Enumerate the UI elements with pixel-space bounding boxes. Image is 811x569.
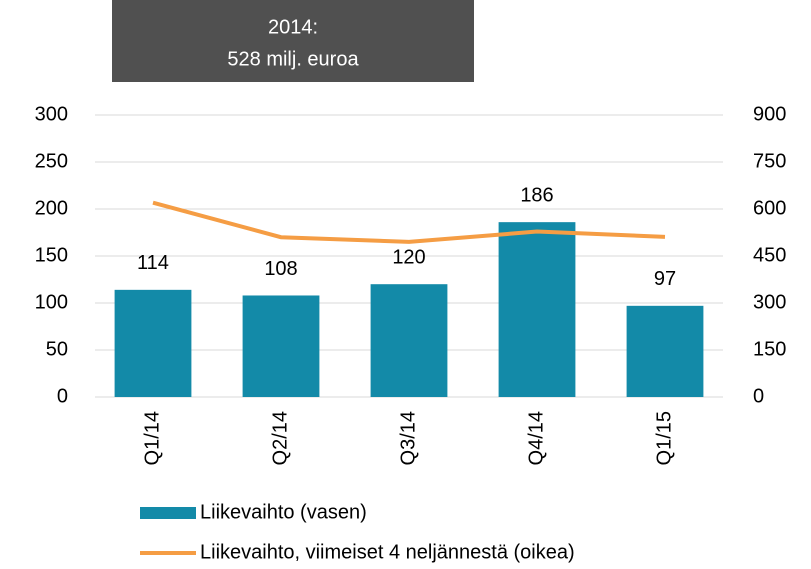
y2-tick-label: 750 xyxy=(753,150,786,172)
bar xyxy=(114,289,192,397)
x-tick-label: Q3/14 xyxy=(397,411,419,465)
x-tick-label: Q1/15 xyxy=(653,411,675,465)
legend-swatch xyxy=(140,507,196,519)
y-tick-label: 150 xyxy=(35,244,68,266)
y2-tick-label: 150 xyxy=(753,338,786,360)
y2-tick-label: 0 xyxy=(753,385,764,407)
line xyxy=(152,200,666,244)
y2-tick-label: 300 xyxy=(753,291,786,313)
y-tick-label: 50 xyxy=(46,338,68,360)
y2-tick-label: 900 xyxy=(753,103,786,125)
legend-label: Liikevaihto (vasen) xyxy=(200,501,367,523)
data-label: 108 xyxy=(264,258,297,280)
data-label: 120 xyxy=(392,246,425,268)
bar xyxy=(626,305,704,397)
bar xyxy=(242,295,320,397)
bar xyxy=(370,284,448,397)
annotation-box xyxy=(112,0,474,82)
legend-label: Liikevaihto, viimeiset 4 neljännestä (oi… xyxy=(200,541,575,563)
y-tick-label: 300 xyxy=(35,103,68,125)
y-tick-label: 0 xyxy=(57,385,68,407)
data-label: 97 xyxy=(654,268,676,290)
y-tick-label: 200 xyxy=(35,197,68,219)
annotation-line: 2014: xyxy=(268,16,318,38)
x-tick-label: Q2/14 xyxy=(269,411,291,465)
data-label: 186 xyxy=(520,184,553,206)
x-tick-label: Q1/14 xyxy=(141,411,163,465)
data-label: 114 xyxy=(137,252,169,274)
y-tick-label: 250 xyxy=(35,150,68,172)
annotation-line: 528 milj. euroa xyxy=(227,48,359,70)
x-tick-label: Q4/14 xyxy=(525,411,547,465)
y2-tick-label: 600 xyxy=(753,197,786,219)
bar xyxy=(498,222,576,397)
y2-tick-label: 450 xyxy=(753,244,786,266)
y-tick-label: 100 xyxy=(35,291,68,313)
